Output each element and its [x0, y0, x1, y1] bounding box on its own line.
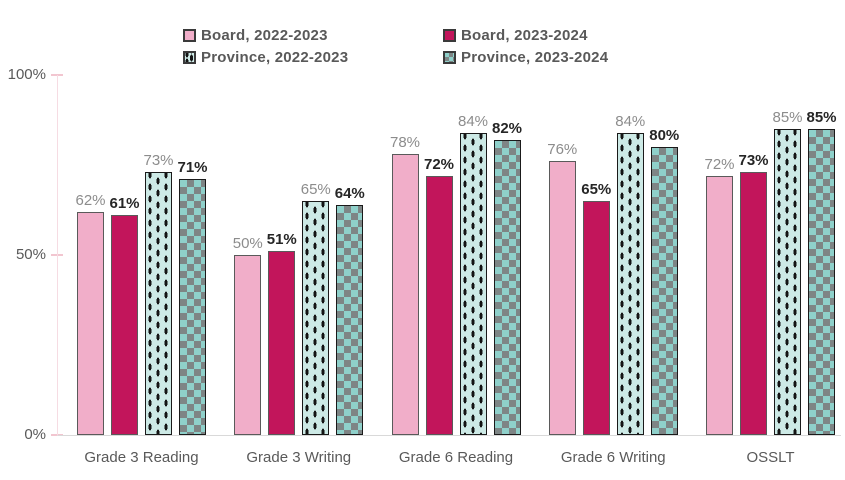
bar-board-2022-2023-grade-6-writing: [548, 161, 576, 435]
bar-province-2023-2024-grade-6-writing: [650, 147, 678, 435]
legend-label: Board, 2022-2023: [201, 27, 328, 44]
bar-groups: 62% 61% 73% 71% Grade 3 Reading 50% 51% 65% 64% G…: [58, 75, 841, 466]
bar-board-2022-2023-grade-3-writing: [234, 255, 262, 435]
y-axis-tick-label: 0%: [24, 426, 46, 443]
bar-board-2023-2024-grade-6-reading: [425, 175, 453, 435]
legend-swatch-province-2022-2023: [183, 51, 196, 64]
bar-value-label: 85%: [806, 109, 837, 126]
bar-group-osslt: 72% 73% 85% 85% OSSLT: [704, 110, 837, 466]
bar-value-label: 71%: [177, 159, 208, 177]
x-axis-category-label: Grade 6 Reading: [398, 449, 514, 466]
bar-province-2022-2023-grade-6-writing: [616, 132, 644, 435]
bar-slot: 51%: [267, 232, 297, 435]
bar-province-2023-2024-grade-6-reading: [493, 139, 521, 435]
bar-value-label: 72%: [423, 155, 455, 173]
bar-slot: 73%: [143, 153, 174, 435]
bar-slot: 76%: [547, 142, 577, 435]
bar-province-2022-2023-osslt: [774, 129, 801, 435]
y-axis-tick-label: 100%: [7, 66, 46, 83]
bar-board-2022-2023-osslt: [706, 175, 733, 435]
legend-item-province-2023-2024: Province, 2023-2024: [443, 49, 608, 66]
bar-slot: 84%: [458, 114, 488, 435]
bar-slot: 72%: [704, 157, 735, 435]
bar-slot: 84%: [615, 114, 645, 435]
bar-value-label: 65%: [581, 181, 612, 198]
bar-slot: 72%: [424, 157, 454, 435]
chart-legend: Board, 2022-2023 Board, 2023-2024 Province…: [183, 27, 608, 66]
bar-province-2023-2024-grade-3-writing: [336, 204, 364, 435]
bar-value-label: 64%: [334, 184, 365, 202]
x-axis-category-label: Grade 3 Writing: [246, 449, 352, 466]
bar-slot: 65%: [581, 182, 611, 435]
plot-area: 62% 61% 73% 71% Grade 3 Reading 50% 51% 65% 64% G…: [57, 75, 841, 466]
legend-label: Province, 2023-2024: [461, 49, 609, 66]
bar-slot: 65%: [301, 182, 331, 435]
bar-board-2022-2023-grade-3-reading: [77, 211, 104, 435]
bar-value-label: 82%: [491, 119, 523, 137]
bar-province-2023-2024-grade-3-reading: [179, 179, 206, 435]
bar-value-label: 73%: [738, 152, 769, 170]
bar-value-label: 76%: [547, 141, 578, 159]
bar-value-label: 62%: [75, 191, 106, 209]
bar-slot: 64%: [335, 186, 365, 435]
bar-group-grade-3-reading: 62% 61% 73% 71% Grade 3 Reading: [75, 153, 208, 466]
bar-slot: 50%: [233, 236, 263, 435]
bar-group-grade-6-reading: 78% 72% 84% 82% Grade 6 Reading: [390, 114, 522, 466]
bar-value-label: 50%: [232, 235, 263, 252]
bar-province-2022-2023-grade-6-reading: [459, 132, 487, 435]
bar-province-2022-2023-grade-3-writing: [302, 201, 330, 435]
legend-item-board-2022-2023: Board, 2022-2023: [183, 27, 443, 44]
bar-board-2023-2024-osslt: [740, 172, 767, 435]
legend-swatch-board-2022-2023: [183, 29, 196, 42]
bar-slot: 82%: [492, 121, 522, 435]
bar-slot: 71%: [177, 160, 208, 435]
legend-swatch-board-2023-2024: [443, 29, 456, 42]
bar-province-2023-2024-osslt: [808, 129, 835, 435]
bar-group-grade-6-writing: 76% 65% 84% 80% Grade 6 Writing: [547, 114, 679, 466]
bar-value-label: 80%: [649, 127, 680, 144]
bar-slot: 62%: [75, 193, 106, 435]
bar-slot: 78%: [390, 135, 420, 435]
bar-value-label: 65%: [300, 181, 331, 198]
bar-slot: 85%: [806, 110, 837, 435]
bar-board-2022-2023-grade-6-reading: [391, 154, 419, 435]
x-axis-category-label: Grade 3 Reading: [84, 449, 199, 466]
bar-board-2023-2024-grade-3-writing: [268, 251, 296, 435]
legend-label: Province, 2022-2023: [201, 49, 349, 66]
bar-slot: 80%: [649, 128, 679, 435]
x-axis-category-label: Grade 6 Writing: [560, 449, 666, 466]
legend-label: Board, 2023-2024: [461, 27, 588, 44]
legend-item-board-2023-2024: Board, 2023-2024: [443, 27, 608, 44]
bar-group-grade-3-writing: 50% 51% 65% 64% Grade 3 Writing: [233, 182, 365, 466]
bar-slot: 61%: [109, 196, 140, 435]
x-axis-category-label: OSSLT: [746, 449, 795, 466]
bar-value-label: 85%: [772, 109, 803, 126]
bar-value-label: 84%: [615, 112, 646, 130]
bar-board-2023-2024-grade-6-writing: [582, 201, 610, 435]
bar-value-label: 72%: [704, 155, 735, 173]
bar-board-2023-2024-grade-3-reading: [111, 215, 138, 435]
bar-slot: 73%: [738, 153, 769, 435]
y-axis-tick-label: 50%: [15, 246, 46, 263]
legend-swatch-province-2023-2024: [443, 51, 456, 64]
bar-province-2022-2023-grade-3-reading: [145, 172, 172, 435]
bar-slot: 85%: [772, 110, 803, 435]
bar-value-label: 84%: [457, 112, 489, 130]
bar-value-label: 51%: [266, 231, 297, 249]
bar-value-label: 78%: [389, 134, 421, 152]
bar-value-label: 61%: [109, 195, 140, 213]
legend-item-province-2022-2023: Province, 2022-2023: [183, 49, 443, 66]
bar-value-label: 73%: [143, 152, 174, 170]
